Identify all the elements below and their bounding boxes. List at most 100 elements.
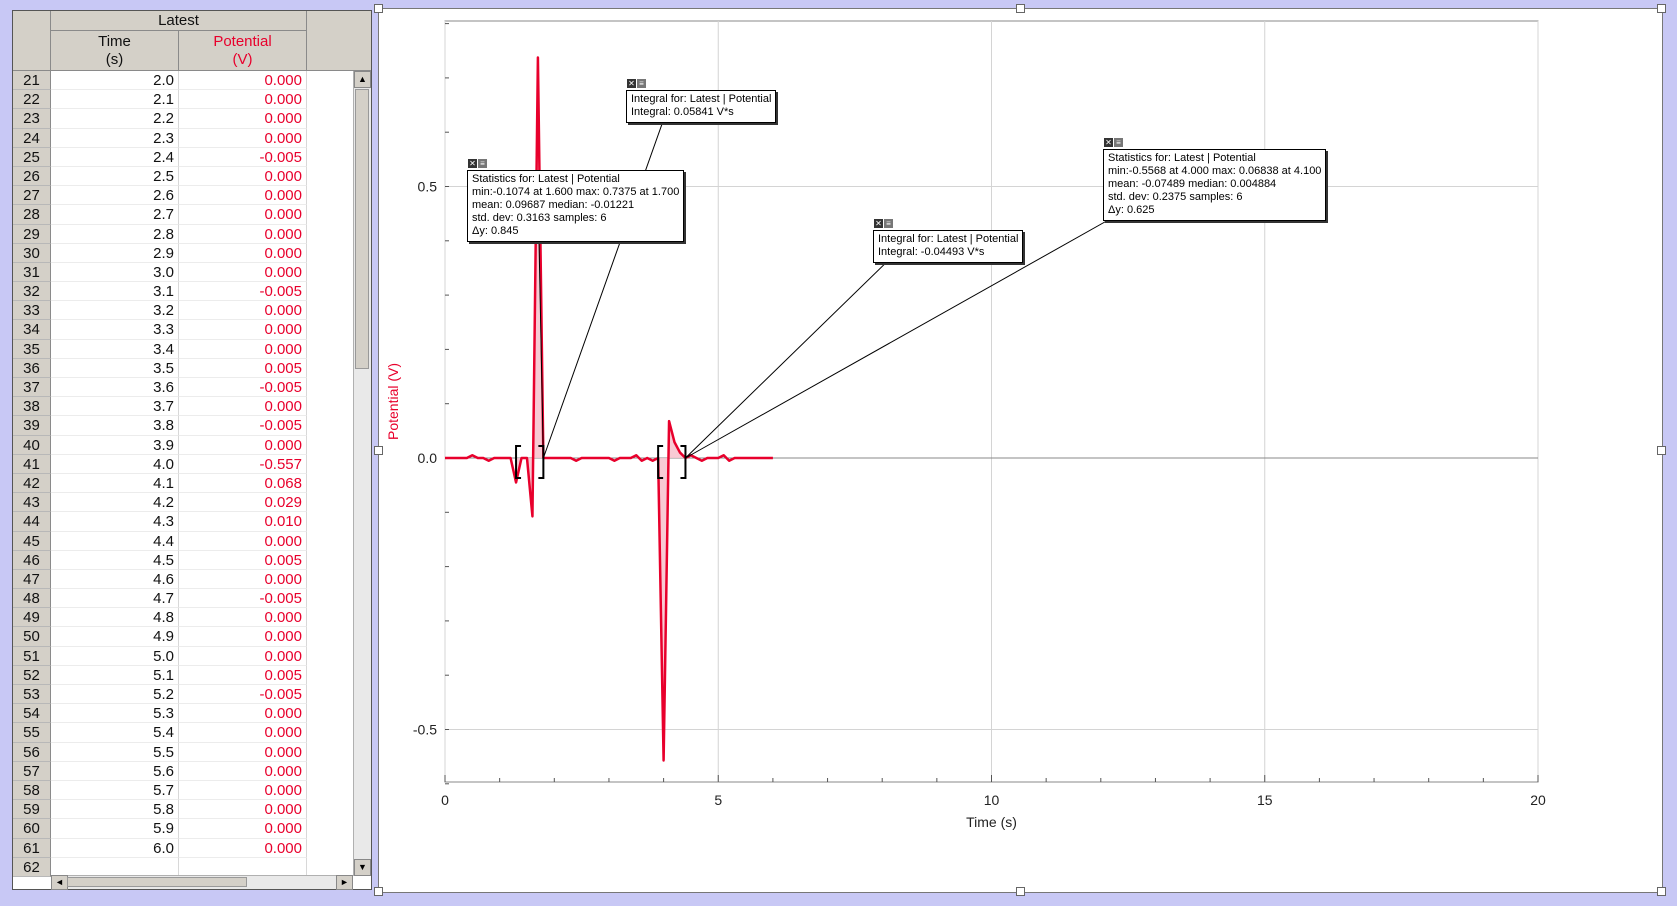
- time-cell[interactable]: 6.0: [51, 838, 179, 858]
- table-row[interactable]: 62: [13, 857, 353, 877]
- time-cell[interactable]: 2.0: [51, 71, 179, 91]
- time-cell[interactable]: 5.2: [51, 685, 179, 705]
- potential-cell[interactable]: 0.000: [179, 71, 307, 91]
- time-cell[interactable]: 4.7: [51, 589, 179, 609]
- scroll-down-arrow-icon[interactable]: ▼: [354, 859, 371, 876]
- potential-cell[interactable]: 0.000: [179, 531, 307, 551]
- close-icon[interactable]: ✕: [874, 219, 883, 228]
- dataset-name-header[interactable]: Latest: [51, 11, 307, 31]
- potential-vs-time-graph[interactable]: 0 5 10 15 20 0.5 0.0 -0.5 Time (s) Potential (V): [379, 9, 1662, 892]
- time-cell[interactable]: 2.3: [51, 128, 179, 148]
- integral-box-2[interactable]: ✕ ≡ Integral for: Latest | Potential Inte…: [873, 219, 1024, 263]
- potential-cell[interactable]: 0.000: [179, 243, 307, 263]
- table-row[interactable]: 56 5.5 0.000: [13, 742, 353, 762]
- potential-cell[interactable]: -0.005: [179, 416, 307, 436]
- potential-cell[interactable]: 0.000: [179, 723, 307, 743]
- time-cell[interactable]: 2.7: [51, 205, 179, 225]
- potential-cell[interactable]: 0.000: [179, 800, 307, 820]
- table-row[interactable]: 53 5.2 -0.005: [13, 685, 353, 705]
- graph-panel[interactable]: 0 5 10 15 20 0.5 0.0 -0.5 Time (s) Potential (V) …: [374, 4, 1666, 896]
- table-row[interactable]: 55 5.4 0.000: [13, 723, 353, 743]
- time-cell[interactable]: 4.8: [51, 608, 179, 628]
- table-horizontal-scrollbar[interactable]: ◄ ►: [51, 875, 353, 890]
- potential-cell[interactable]: 0.000: [179, 397, 307, 417]
- potential-cell[interactable]: 0.000: [179, 128, 307, 148]
- table-vertical-scroll-thumb[interactable]: [355, 89, 369, 369]
- time-cell[interactable]: 3.6: [51, 378, 179, 398]
- potential-cell[interactable]: 0.000: [179, 704, 307, 724]
- potential-cell[interactable]: 0.000: [179, 339, 307, 359]
- table-row[interactable]: 24 2.3 0.000: [13, 128, 353, 148]
- table-row[interactable]: 35 3.4 0.000: [13, 339, 353, 359]
- options-icon[interactable]: ≡: [1114, 138, 1123, 147]
- resize-handle-bottom[interactable]: [1016, 887, 1025, 896]
- time-cell[interactable]: 3.9: [51, 435, 179, 455]
- time-cell[interactable]: 2.4: [51, 147, 179, 167]
- resize-handle-right[interactable]: [1657, 446, 1666, 455]
- time-column-header[interactable]: Time (s): [51, 31, 179, 71]
- table-row[interactable]: 36 3.5 0.005: [13, 358, 353, 378]
- table-row[interactable]: 47 4.6 0.000: [13, 569, 353, 590]
- time-cell[interactable]: 2.9: [51, 243, 179, 263]
- table-row[interactable]: 52 5.1 0.005: [13, 665, 353, 685]
- table-row[interactable]: 34 3.3 0.000: [13, 320, 353, 340]
- table-row[interactable]: 48 4.7 -0.005: [13, 589, 353, 609]
- table-row[interactable]: 32 3.1 -0.005: [13, 282, 353, 302]
- time-cell[interactable]: 3.5: [51, 358, 179, 378]
- potential-cell[interactable]: 0.000: [179, 646, 307, 666]
- table-row[interactable]: 57 5.6 0.000: [13, 761, 353, 781]
- table-row[interactable]: 21 2.0 0.000: [13, 71, 353, 91]
- potential-cell[interactable]: 0.010: [179, 512, 307, 532]
- potential-cell[interactable]: 0.000: [179, 627, 307, 647]
- time-cell[interactable]: 4.0: [51, 454, 179, 474]
- time-cell[interactable]: 3.3: [51, 320, 179, 340]
- table-row[interactable]: 27 2.6 0.000: [13, 186, 353, 206]
- time-cell[interactable]: 4.9: [51, 627, 179, 647]
- table-row[interactable]: 26 2.5 0.000: [13, 166, 353, 187]
- table-row[interactable]: 50 4.9 0.000: [13, 627, 353, 647]
- potential-cell[interactable]: 0.005: [179, 358, 307, 378]
- potential-cell[interactable]: 0.000: [179, 109, 307, 129]
- time-cell[interactable]: 5.9: [51, 819, 179, 839]
- resize-handle-left[interactable]: [374, 446, 383, 455]
- table-row[interactable]: 31 3.0 0.000: [13, 262, 353, 283]
- resize-handle-top[interactable]: [1016, 4, 1025, 13]
- options-icon[interactable]: ≡: [478, 159, 487, 168]
- table-row[interactable]: 58 5.7 0.000: [13, 780, 353, 801]
- table-row[interactable]: 41 4.0 -0.557: [13, 454, 353, 474]
- table-row[interactable]: 61 6.0 0.000: [13, 838, 353, 858]
- potential-cell[interactable]: -0.005: [179, 282, 307, 302]
- table-row[interactable]: 28 2.7 0.000: [13, 205, 353, 225]
- table-row[interactable]: 54 5.3 0.000: [13, 704, 353, 724]
- time-cell[interactable]: 3.1: [51, 282, 179, 302]
- potential-cell[interactable]: -0.005: [179, 147, 307, 167]
- potential-column-header[interactable]: Potential (V): [179, 31, 307, 71]
- options-icon[interactable]: ≡: [637, 79, 646, 88]
- time-cell[interactable]: 5.0: [51, 646, 179, 666]
- time-cell[interactable]: 4.5: [51, 550, 179, 570]
- table-row[interactable]: 30 2.9 0.000: [13, 243, 353, 263]
- scroll-left-arrow-icon[interactable]: ◄: [51, 875, 68, 890]
- table-row[interactable]: 25 2.4 -0.005: [13, 147, 353, 167]
- potential-cell[interactable]: 0.005: [179, 665, 307, 685]
- close-icon[interactable]: ✕: [468, 159, 477, 168]
- table-row[interactable]: 40 3.9 0.000: [13, 435, 353, 455]
- options-icon[interactable]: ≡: [884, 219, 893, 228]
- potential-cell[interactable]: 0.000: [179, 435, 307, 455]
- time-cell[interactable]: 5.1: [51, 665, 179, 685]
- potential-cell[interactable]: -0.005: [179, 378, 307, 398]
- potential-cell[interactable]: 0.068: [179, 473, 307, 494]
- potential-cell[interactable]: 0.000: [179, 819, 307, 839]
- table-row[interactable]: 60 5.9 0.000: [13, 819, 353, 839]
- potential-cell[interactable]: 0.000: [179, 205, 307, 225]
- statistics-box-1[interactable]: ✕ ≡ Statistics for: Latest | Potential mi…: [467, 159, 685, 242]
- resize-handle-top-right[interactable]: [1657, 4, 1666, 13]
- resize-handle-bottom-right[interactable]: [1657, 887, 1666, 896]
- time-cell[interactable]: 5.7: [51, 780, 179, 801]
- time-cell[interactable]: 4.3: [51, 512, 179, 532]
- table-row[interactable]: 51 5.0 0.000: [13, 646, 353, 666]
- potential-cell[interactable]: -0.557: [179, 454, 307, 474]
- potential-cell[interactable]: 0.000: [179, 780, 307, 801]
- time-cell[interactable]: 3.8: [51, 416, 179, 436]
- resize-handle-bottom-left[interactable]: [374, 887, 383, 896]
